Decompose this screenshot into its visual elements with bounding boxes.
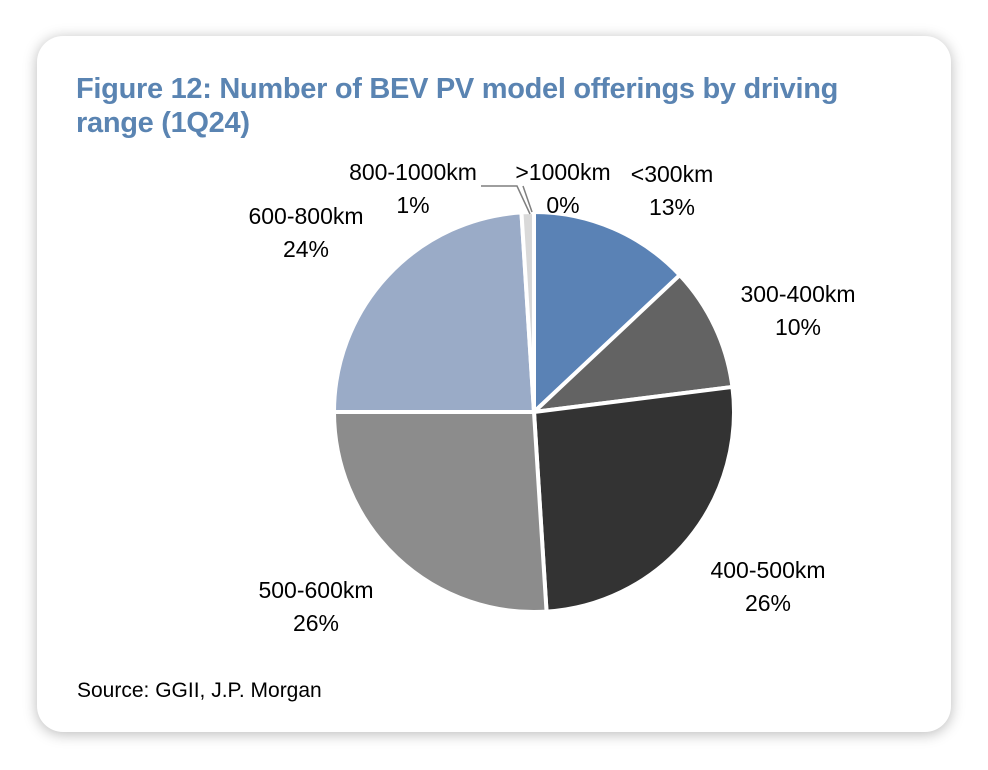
pie-slice-800-1000 [519,209,536,414]
pie-slices [332,209,736,615]
pie-slice-400-500 [532,384,736,614]
source-note: Source: GGII, J.P. Morgan [77,679,322,702]
slice-label-500-600: 500-600km [258,577,373,603]
leader-lines [481,185,533,215]
pie-slice-300-400 [532,273,735,414]
slice-value-400-500: 26% [745,590,791,616]
slice-labels: <300km 13% 300-400km 10% 400-500km 26% 500-600… [248,159,855,636]
slice-value-600-800: 24% [283,236,329,262]
slice-label-600-800: 600-800km [248,203,363,229]
slice-label-400-500: 400-500km [710,557,825,583]
slice-label-lt300: <300km [631,161,713,187]
leader-line-gt1000 [522,185,533,213]
pie-slice-500-600 [332,410,549,615]
slice-value-gt1000: 0% [546,192,579,218]
pie-slice-lt300 [532,210,682,414]
slice-value-500-600: 26% [293,610,339,636]
slice-label-gt1000: >1000km [515,159,610,185]
slice-value-800-1000: 1% [396,192,429,218]
figure-title: Figure 12: Number of BEV PV model offeri… [76,73,839,139]
slice-label-300-400: 300-400km [740,281,855,307]
slice-label-800-1000: 800-1000km [349,159,477,185]
leader-line-800-1000 [481,185,531,215]
slice-value-300-400: 10% [775,314,821,340]
pie-slice-600-800 [332,210,536,414]
slice-value-lt300: 13% [649,194,695,220]
